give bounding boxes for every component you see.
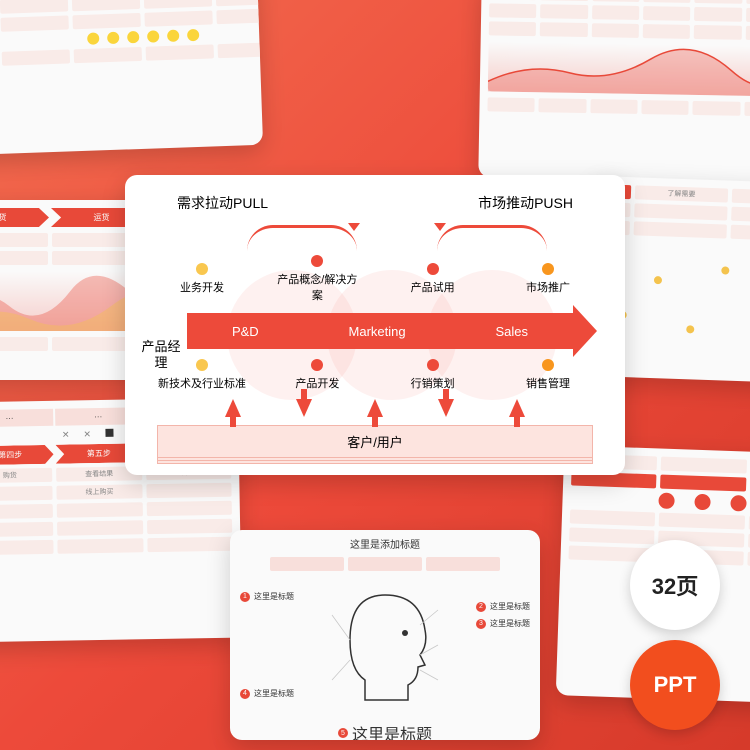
customer-bar: 客户/用户 [157, 425, 593, 458]
pt-label: 这里是标题 [490, 618, 530, 629]
head-profile-icon [330, 585, 440, 705]
page-count-badge: 32页 [630, 540, 720, 630]
bl-cell: 线上购买 [57, 484, 143, 499]
main-slide: 需求拉动PULL 市场推动PUSH 产品经理 业务开发 产品概念/解决方案 产品… [125, 175, 625, 475]
bg-slide-top-left: 力 触点 想法 情感曲线 痛点/机会 [0, 0, 263, 155]
dot-label: 业务开发 [180, 279, 224, 295]
main-header-push: 市场推动PUSH [478, 193, 573, 213]
arrow-segment: Marketing [349, 324, 406, 339]
process-arrow: P&D Marketing Sales [187, 313, 573, 349]
dot-label: 新技术及行业标准 [158, 375, 246, 391]
dot-label: 销售管理 [526, 375, 570, 391]
bg-slide-bottom-middle: 这里是添加标题 1 这里是标题 4 这里是标题 2 这里是标题 3 这里是标题 5 这里是… [230, 530, 540, 740]
mr-cell: 找货 [732, 189, 750, 206]
curve-arrows [237, 225, 557, 261]
pt-label: 这里是标题 [352, 721, 432, 740]
up-down-arrows [147, 399, 603, 417]
pm-side-label: 产品经理 [141, 339, 181, 370]
ppt-text: PPT [654, 672, 697, 698]
pt-num: 5 [338, 728, 348, 738]
main-header-pull: 需求拉动PULL [177, 193, 268, 213]
tr-area-chart [488, 41, 750, 96]
bl-cell: 购货 [0, 468, 53, 483]
dot-label: 市场推广 [526, 279, 570, 295]
bottom-dot-row: 新技术及行业标准 产品开发 行销策划 销售管理 [147, 359, 603, 391]
bg-slide-top-right [478, 0, 750, 183]
dot-label: 产品试用 [411, 279, 455, 295]
pt-num: 4 [240, 689, 250, 699]
pt-label: 这里是标题 [254, 591, 294, 602]
top-dot-row: 业务开发 产品概念/解决方案 产品试用 市场推广 [147, 255, 603, 303]
arrow-segment: Sales [496, 324, 529, 339]
bm-title: 这里是添加标题 [230, 530, 540, 557]
dot-label: 产品概念/解决方案 [272, 271, 362, 303]
pt-num: 3 [476, 619, 486, 629]
pt-num: 1 [240, 592, 250, 602]
mr-cell: 了解需要 [635, 185, 728, 202]
page-count-text: 32页 [652, 569, 698, 601]
pt-label: 这里是标题 [490, 601, 530, 612]
arrow-segment: P&D [232, 324, 259, 339]
pt-label: 这里是标题 [254, 688, 294, 699]
step-chip: 装货 [0, 208, 49, 227]
step-header: 第四步 [0, 445, 54, 466]
pt-num: 2 [476, 602, 486, 612]
ppt-badge: PPT [630, 640, 720, 730]
